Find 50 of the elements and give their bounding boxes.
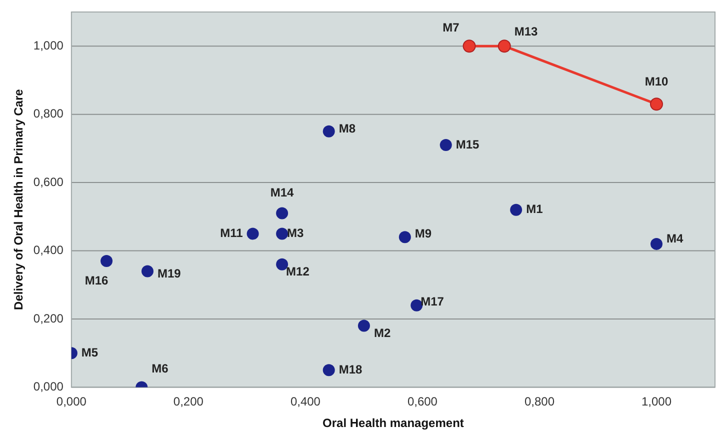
- y-tick-label: 0,400: [33, 243, 64, 258]
- x-tick-label: 0,600: [407, 394, 438, 409]
- annotation: M17: [420, 294, 444, 309]
- point: [276, 228, 288, 240]
- point: [510, 204, 522, 216]
- annotation: M16: [84, 273, 109, 288]
- point: [322, 364, 335, 376]
- annotation: M13: [514, 24, 538, 38]
- point: [398, 231, 411, 244]
- annotation: M10: [644, 74, 668, 88]
- y-tick-label: 0,600: [33, 174, 64, 189]
- point: [276, 258, 288, 270]
- annotation: M18: [338, 362, 363, 376]
- y-tick-label: 0,000: [33, 380, 64, 394]
- annotation: M14: [270, 186, 294, 200]
- point: [650, 98, 663, 111]
- point: [358, 320, 370, 332]
- y-tick-label: 0,800: [33, 106, 64, 121]
- annotation: M6: [152, 362, 169, 376]
- annotation: M8: [338, 122, 356, 136]
- point: [100, 254, 113, 267]
- point: [410, 299, 423, 312]
- y-tick-label: 0,200: [33, 311, 64, 326]
- point: [498, 40, 511, 53]
- y-axis-title: Delivery of Oral Health in Primary Care: [12, 88, 26, 310]
- y-tick-label: 1,000: [33, 38, 64, 52]
- annotation: M1: [526, 202, 544, 216]
- point: [650, 238, 662, 250]
- x-tick-label: 0,000: [56, 394, 87, 409]
- annotation: M4: [666, 231, 684, 246]
- annotation: M2: [374, 326, 391, 340]
- annotation: M15: [456, 137, 480, 152]
- annotation: M3: [287, 226, 304, 240]
- annotation: M7: [442, 20, 460, 34]
- x-tick-label: 0,800: [524, 394, 555, 409]
- x-tick-label: 0,400: [290, 394, 321, 409]
- point: [322, 125, 335, 138]
- x-axis-title: Oral Health management: [322, 416, 464, 430]
- point: [462, 40, 476, 53]
- annotation: M12: [286, 264, 310, 279]
- x-tick-label: 0,200: [173, 394, 204, 409]
- point: [276, 207, 288, 220]
- point: [440, 139, 452, 152]
- x-tick-label: 1,000: [641, 394, 672, 409]
- point: [246, 228, 259, 240]
- annotation: M11: [220, 226, 244, 240]
- annotation: M19: [157, 266, 182, 281]
- point: [141, 265, 154, 278]
- annotation: M5: [81, 345, 98, 360]
- annotation: M9: [414, 226, 432, 240]
